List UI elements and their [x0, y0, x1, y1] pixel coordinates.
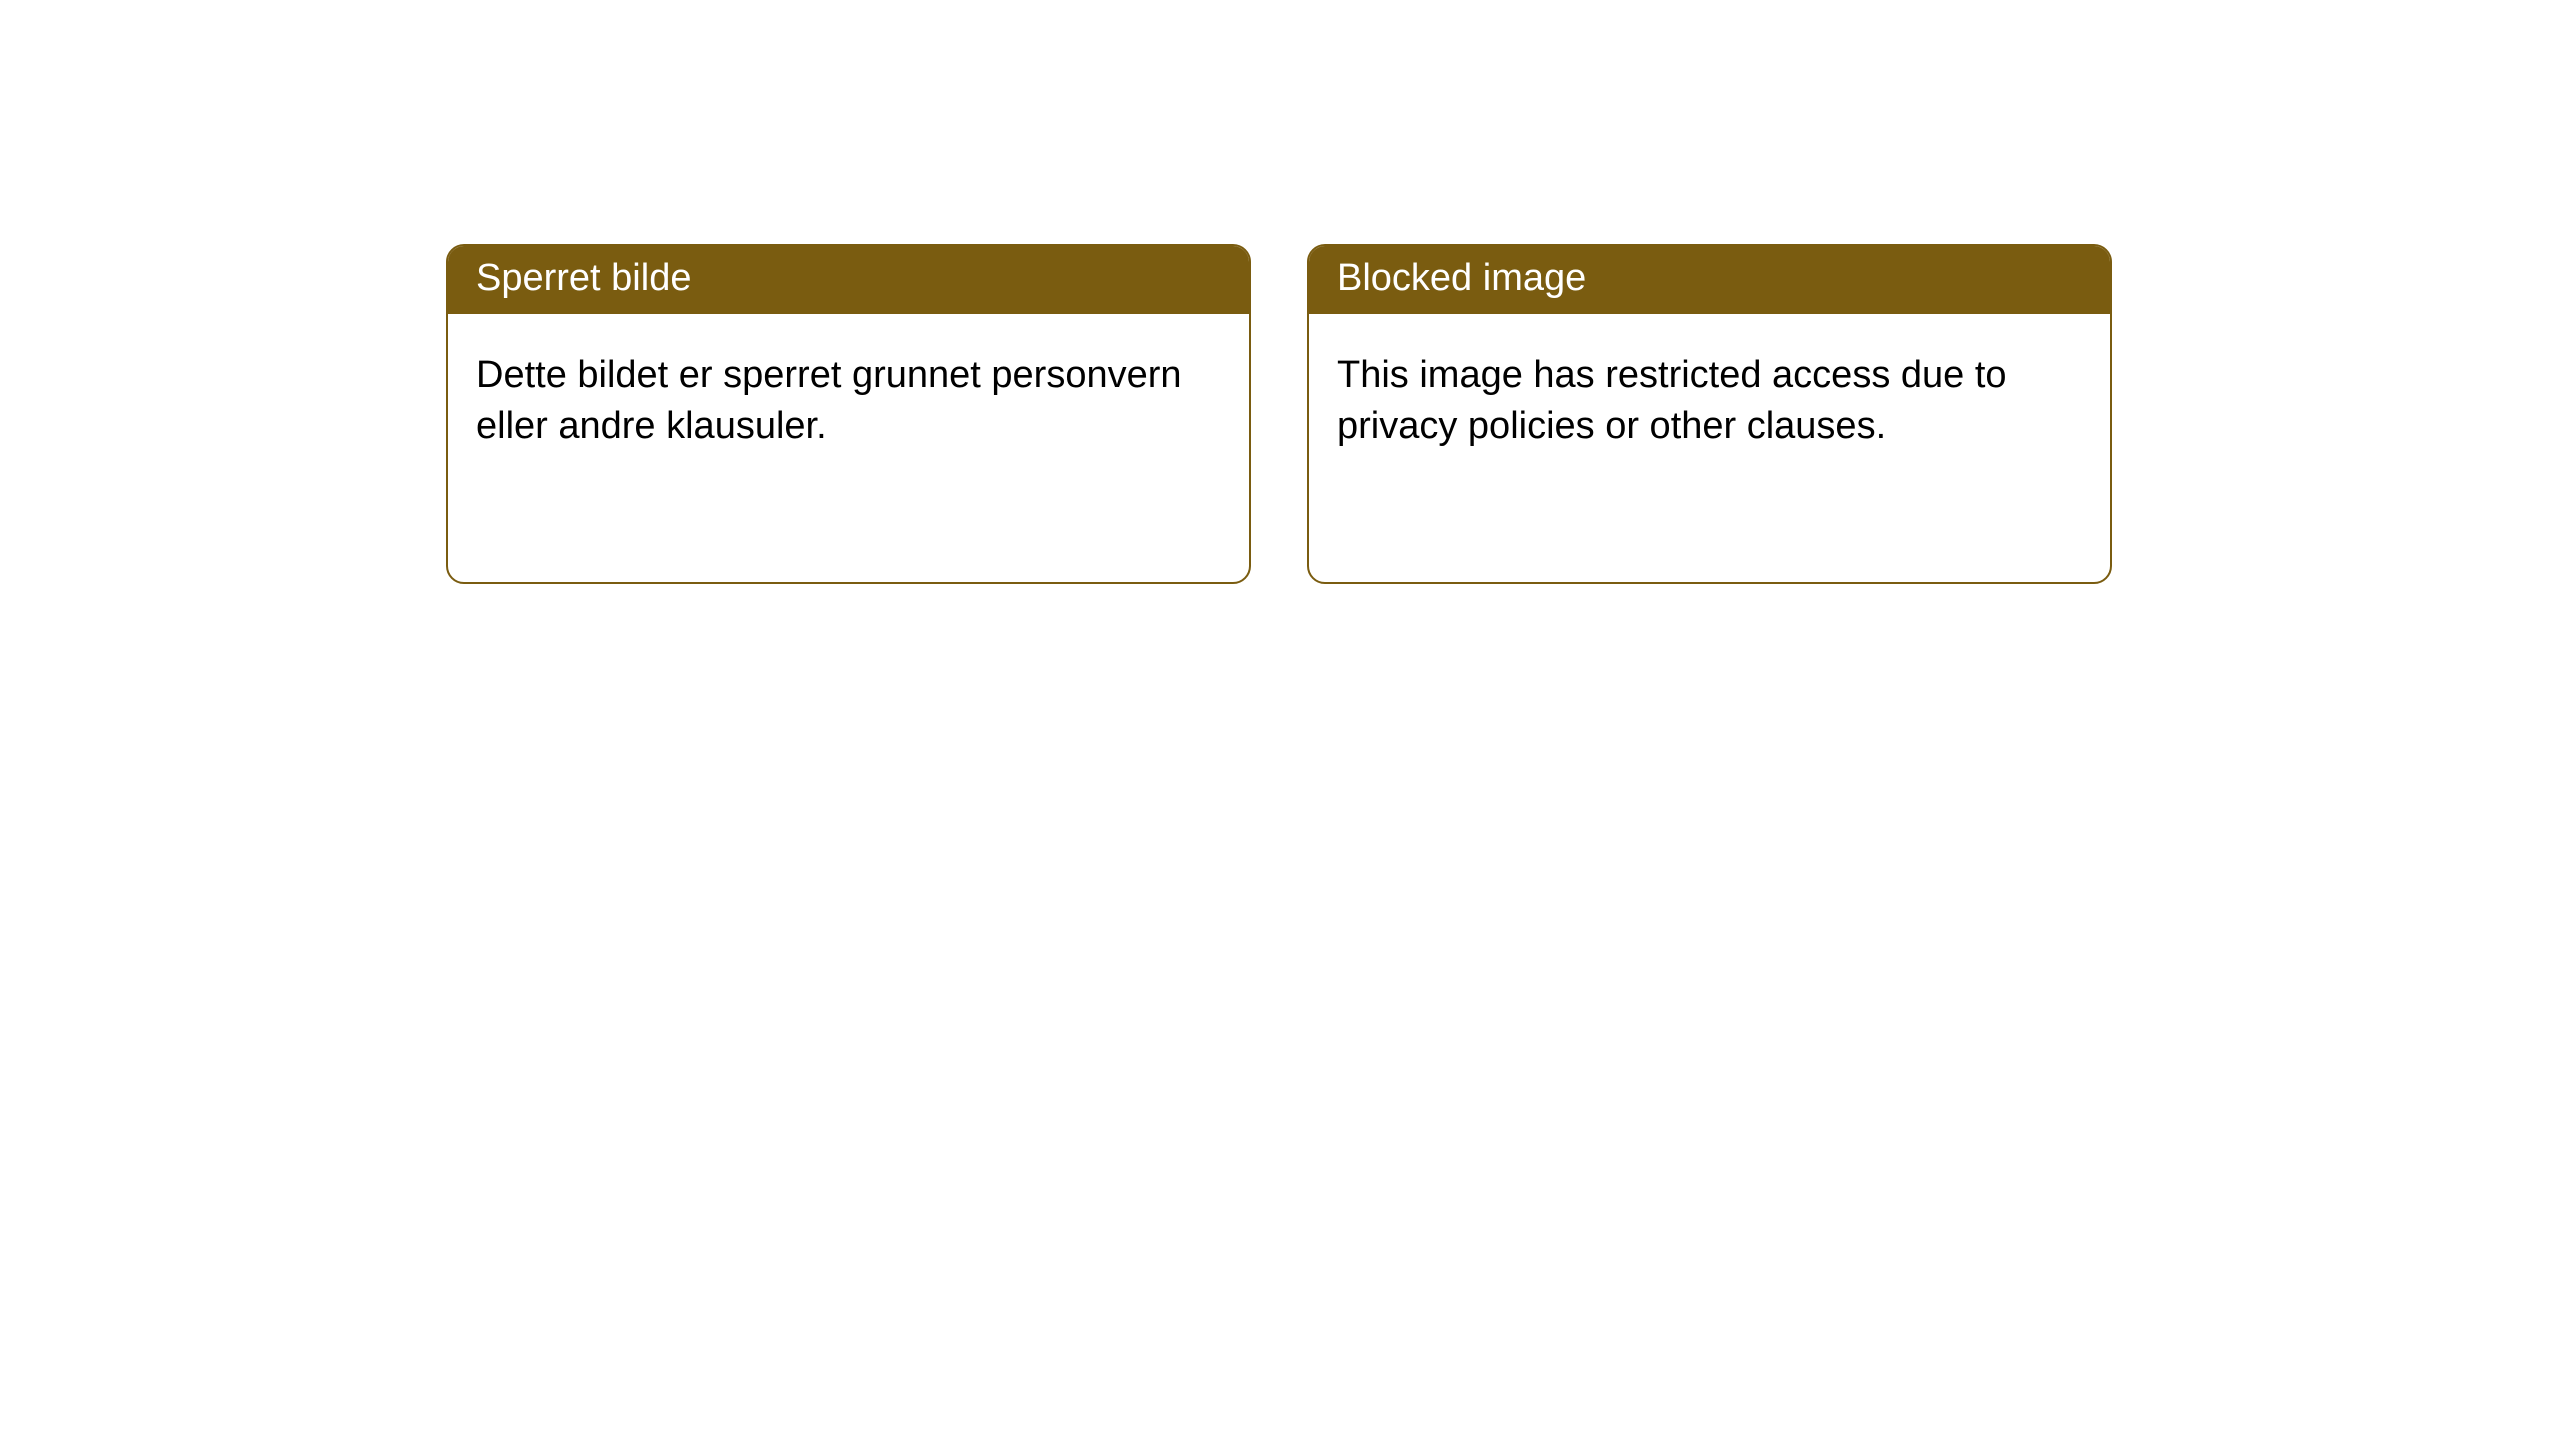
notice-card-title: Sperret bilde: [448, 246, 1249, 314]
notice-card-title: Blocked image: [1309, 246, 2110, 314]
notice-card-english: Blocked image This image has restricted …: [1307, 244, 2112, 584]
notice-card-body: This image has restricted access due to …: [1309, 314, 2110, 481]
notice-card-body: Dette bildet er sperret grunnet personve…: [448, 314, 1249, 481]
notice-card-norwegian: Sperret bilde Dette bildet er sperret gr…: [446, 244, 1251, 584]
notice-cards-container: Sperret bilde Dette bildet er sperret gr…: [0, 0, 2560, 584]
